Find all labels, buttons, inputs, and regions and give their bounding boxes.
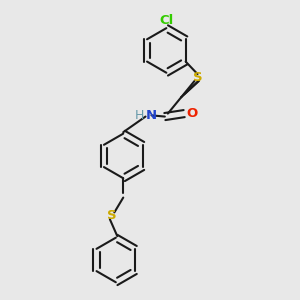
Text: S: S xyxy=(106,209,116,222)
Text: N: N xyxy=(146,109,157,122)
Text: H: H xyxy=(135,109,144,122)
Text: Cl: Cl xyxy=(159,14,173,27)
Text: O: O xyxy=(187,107,198,120)
Text: S: S xyxy=(193,71,202,84)
